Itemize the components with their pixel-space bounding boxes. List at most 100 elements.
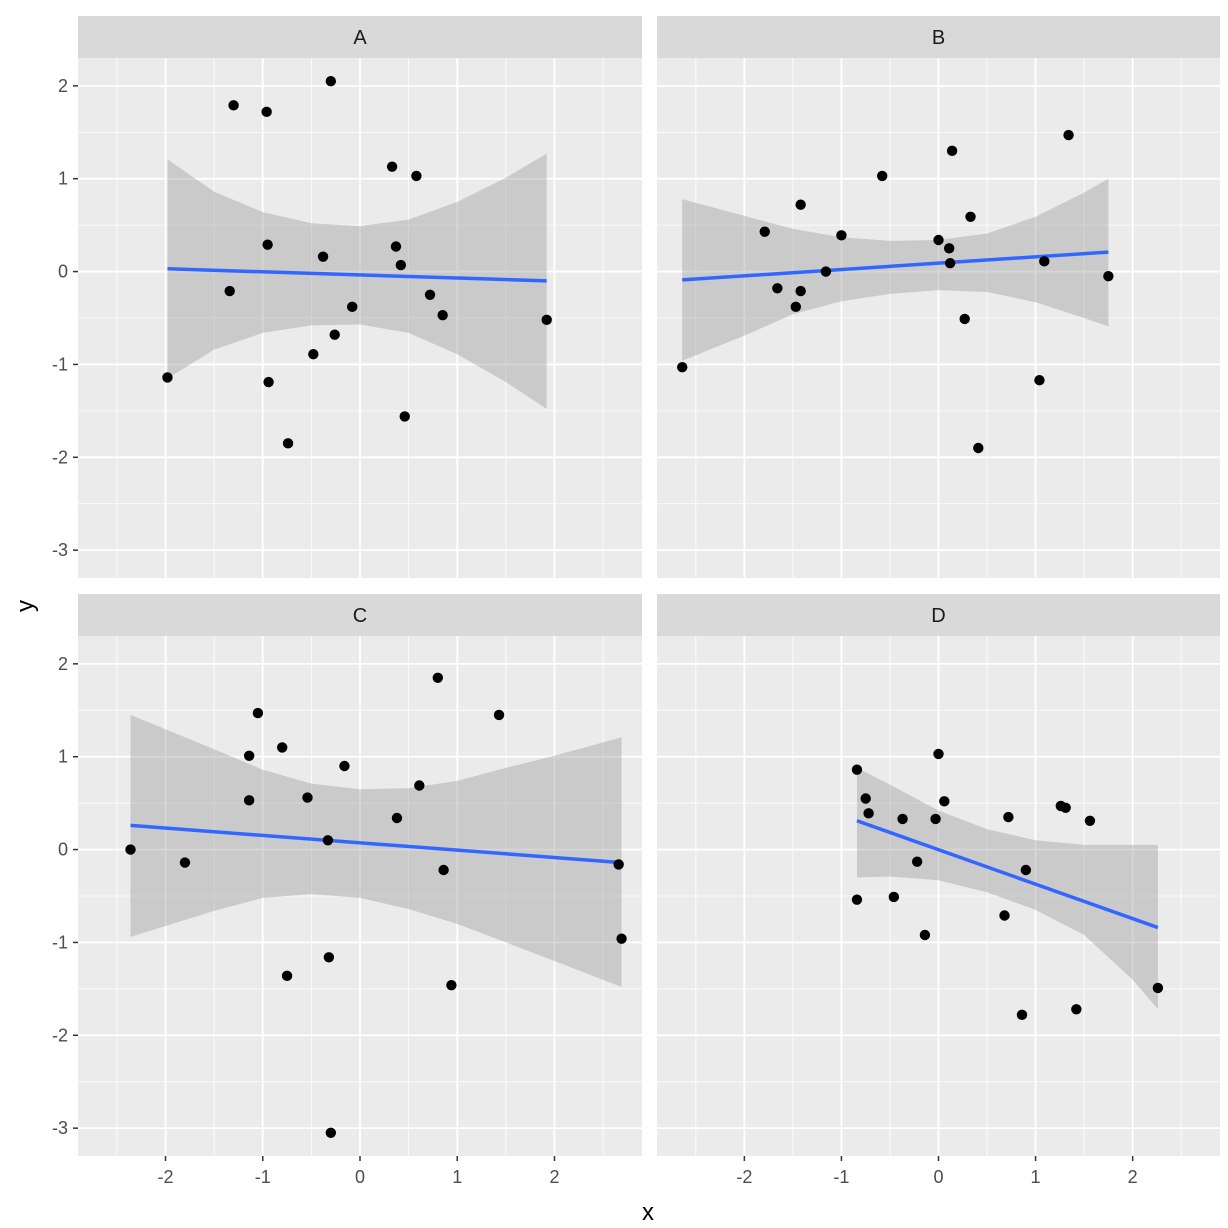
data-point xyxy=(308,349,319,360)
data-point xyxy=(243,795,255,806)
data-point xyxy=(228,100,239,111)
facet-C: C xyxy=(78,594,642,1156)
x-tick-label: -1 xyxy=(833,1167,849,1187)
y-tick-label: -2 xyxy=(52,1025,68,1045)
data-point xyxy=(125,844,136,855)
data-point xyxy=(281,970,293,982)
data-point xyxy=(877,170,888,182)
data-point xyxy=(252,707,264,719)
data-point xyxy=(613,859,624,870)
facet-strip-label: B xyxy=(932,27,945,49)
data-point xyxy=(323,952,335,963)
confidence-ribbon xyxy=(682,178,1109,361)
facet-B: B xyxy=(657,16,1220,578)
y-tick-label: -2 xyxy=(52,447,68,467)
data-point xyxy=(424,289,436,300)
data-point xyxy=(1034,375,1045,386)
facet-strip xyxy=(657,16,1220,58)
facet-strip-label: A xyxy=(353,27,367,49)
data-point xyxy=(933,234,944,246)
data-point xyxy=(1003,811,1014,823)
data-point xyxy=(933,748,944,760)
data-point xyxy=(263,376,274,388)
data-point xyxy=(1016,1009,1028,1021)
x-axis-title: x xyxy=(642,1199,654,1226)
data-point xyxy=(897,813,908,825)
data-point xyxy=(282,438,294,449)
data-point xyxy=(391,812,403,824)
x-tick-label: 0 xyxy=(355,1167,365,1187)
data-point xyxy=(446,979,457,991)
data-point xyxy=(772,283,783,294)
facet-strip-label: C xyxy=(353,605,367,627)
regression-line xyxy=(167,267,547,283)
data-point xyxy=(432,672,443,683)
data-point xyxy=(1084,815,1096,826)
y-tick-label: 2 xyxy=(58,76,68,96)
y-tick-label: 1 xyxy=(58,169,68,189)
y-tick-label: 2 xyxy=(58,654,68,674)
data-point xyxy=(437,310,448,321)
facet-strip xyxy=(78,594,642,636)
y-tick-label: 1 xyxy=(58,747,68,767)
y-axes: -3 -2 -1 0 1 2 -3 -2 -1 0 1 2 xyxy=(52,76,78,1138)
data-point xyxy=(863,808,874,819)
data-point xyxy=(438,864,449,876)
facet-strip xyxy=(657,594,1220,636)
data-point xyxy=(919,929,931,941)
data-point xyxy=(395,259,407,271)
data-point xyxy=(795,285,806,297)
facet-D: D xyxy=(657,594,1220,1156)
data-point xyxy=(946,145,958,157)
data-point xyxy=(541,314,552,326)
y-tick-label: 0 xyxy=(58,262,68,282)
regression-line xyxy=(682,250,1109,282)
data-point xyxy=(616,933,627,944)
data-point xyxy=(795,199,806,210)
data-point xyxy=(262,239,273,250)
x-tick-label: 1 xyxy=(452,1167,462,1187)
facet-strip xyxy=(78,16,642,58)
data-point xyxy=(1039,256,1050,267)
data-point xyxy=(999,910,1010,921)
data-point xyxy=(973,442,984,454)
data-point xyxy=(322,835,334,846)
y-tick-label: -1 xyxy=(52,354,68,374)
data-point xyxy=(399,411,410,422)
x-tick-label: -2 xyxy=(158,1167,174,1187)
x-tick-label: 2 xyxy=(1128,1167,1138,1187)
data-point xyxy=(851,894,863,905)
data-point xyxy=(820,266,832,277)
x-axes: -2 -1 0 1 2 -2 -1 0 1 2 xyxy=(158,1156,1138,1187)
data-point xyxy=(243,750,255,761)
confidence-ribbon xyxy=(857,767,1158,1010)
data-point xyxy=(277,742,288,753)
data-point xyxy=(959,313,970,325)
data-point xyxy=(943,243,955,254)
data-point xyxy=(347,301,358,313)
data-point xyxy=(1152,982,1164,994)
data-point xyxy=(224,285,235,297)
confidence-ribbon xyxy=(130,714,622,987)
data-point xyxy=(759,226,770,237)
data-point xyxy=(390,241,402,252)
data-point xyxy=(325,76,337,87)
x-tick-label: 1 xyxy=(1031,1167,1041,1187)
y-tick-label: -3 xyxy=(52,1118,68,1138)
data-point xyxy=(1020,864,1032,876)
facet-panels: A B C D xyxy=(78,16,1220,1156)
data-point xyxy=(860,793,871,804)
confidence-ribbon xyxy=(167,153,547,409)
y-tick-label: -1 xyxy=(52,932,68,952)
data-point xyxy=(677,362,688,373)
data-point xyxy=(1071,1004,1082,1015)
regression-line xyxy=(130,823,622,865)
data-point xyxy=(325,1127,337,1138)
data-point xyxy=(911,856,923,867)
x-tick-label: -2 xyxy=(736,1167,752,1187)
data-point xyxy=(493,709,505,721)
data-point xyxy=(1063,129,1074,141)
data-point xyxy=(162,372,173,383)
data-point xyxy=(302,792,313,803)
regression-line xyxy=(856,819,1159,930)
